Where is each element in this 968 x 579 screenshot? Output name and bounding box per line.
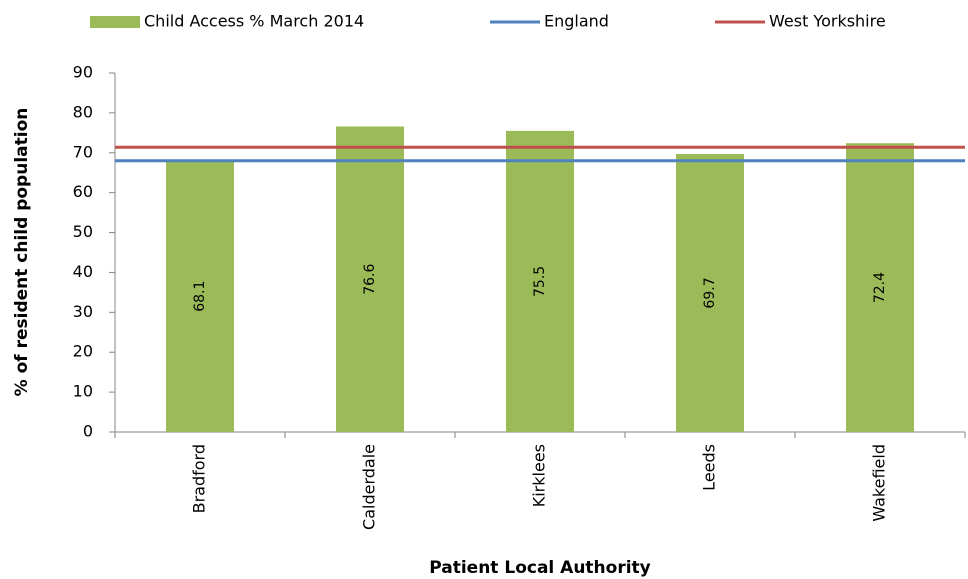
y-axis-title: % of resident child population [12,108,32,397]
y-tick-label: 10 [73,382,93,401]
x-tick-label: Kirklees [530,444,549,507]
value-label: 76.6 [362,264,378,295]
value-label: 69.7 [702,277,718,308]
y-tick-label: 0 [83,422,93,441]
x-tick-label: Leeds [700,444,719,491]
legend-label: England [544,12,609,31]
value-label: 75.5 [532,266,548,297]
bar [676,153,744,433]
bar [846,143,914,432]
y-tick-label: 50 [73,222,93,241]
y-tick-label: 60 [73,182,93,201]
x-tick-label: Wakefield [870,444,889,522]
bar [336,126,404,432]
x-tick-label: Bradford [190,444,209,513]
y-tick-label: 70 [73,142,93,161]
legend-label: Child Access % March 2014 [144,12,364,31]
y-tick-label: 40 [73,262,93,281]
x-tick-label: Calderdale [360,444,379,530]
legend-label: West Yorkshire [769,12,886,31]
value-label: 72.4 [872,272,888,303]
y-tick-label: 20 [73,342,93,361]
x-axis-title: Patient Local Authority [429,558,651,578]
y-tick-label: 30 [73,302,93,321]
y-tick-label: 80 [73,102,93,121]
bar [506,130,574,433]
bar [166,160,234,432]
value-label: 68.1 [192,281,208,312]
y-tick-label: 90 [73,63,93,82]
legend-swatch [90,16,140,28]
